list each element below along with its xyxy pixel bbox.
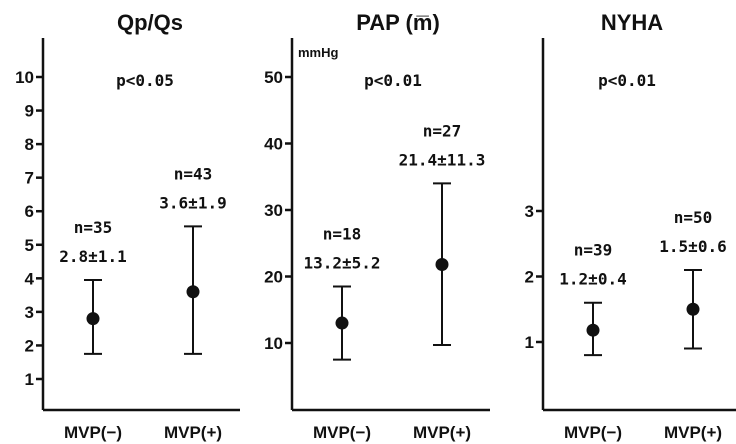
y-tick-label: 20	[264, 268, 283, 287]
chart-title: Qp/Qs	[117, 10, 183, 35]
p-value-label: p<0.01	[364, 71, 422, 90]
n-label: n=50	[674, 208, 713, 227]
p-value-label: p<0.05	[116, 71, 174, 90]
y-axis-unit: mmHg	[298, 45, 339, 60]
y-tick-label: 1	[525, 333, 534, 352]
category-label: MVP(−)	[64, 423, 122, 442]
y-tick-label: 9	[25, 102, 34, 121]
stat-label: 1.5±0.6	[659, 237, 726, 256]
y-tick-label: 5	[25, 236, 34, 255]
y-tick-label: 1	[25, 370, 34, 389]
y-tick-label: 10	[15, 68, 34, 87]
y-tick-label: 3	[25, 303, 34, 322]
n-label: n=27	[423, 121, 462, 140]
n-label: n=43	[174, 164, 213, 183]
mean-point	[186, 285, 200, 299]
y-tick-label: 4	[25, 269, 35, 288]
y-tick-label: 40	[264, 135, 283, 154]
y-tick-label: 2	[525, 268, 534, 287]
stat-label: 3.6±1.9	[159, 193, 226, 212]
y-tick-label: 50	[264, 68, 283, 87]
stat-label: 13.2±5.2	[303, 253, 380, 272]
mean-point	[435, 258, 449, 272]
chart-title: PAP (m̅)	[356, 10, 440, 35]
y-tick-label: 3	[525, 202, 534, 221]
p-value-label: p<0.01	[598, 71, 656, 90]
y-tick-label: 7	[25, 169, 34, 188]
chart-title: NYHA	[601, 10, 663, 35]
category-label: MVP(+)	[664, 423, 722, 442]
stat-label: 1.2±0.4	[559, 270, 626, 289]
n-label: n=18	[323, 224, 362, 243]
n-label: n=35	[74, 218, 113, 237]
mean-point	[686, 302, 700, 316]
stat-label: 2.8±1.1	[59, 247, 126, 266]
y-tick-label: 30	[264, 201, 283, 220]
category-label: MVP(+)	[413, 423, 471, 442]
mean-point	[86, 312, 100, 326]
y-tick-label: 2	[25, 336, 34, 355]
y-tick-label: 6	[25, 202, 34, 221]
y-tick-label: 10	[264, 334, 283, 353]
category-label: MVP(+)	[164, 423, 222, 442]
mean-point	[335, 316, 349, 330]
mean-point	[586, 323, 600, 337]
y-tick-label: 8	[25, 135, 34, 154]
category-label: MVP(−)	[564, 423, 622, 442]
stat-label: 21.4±11.3	[399, 150, 486, 169]
category-label: MVP(−)	[313, 423, 371, 442]
n-label: n=39	[574, 241, 613, 260]
